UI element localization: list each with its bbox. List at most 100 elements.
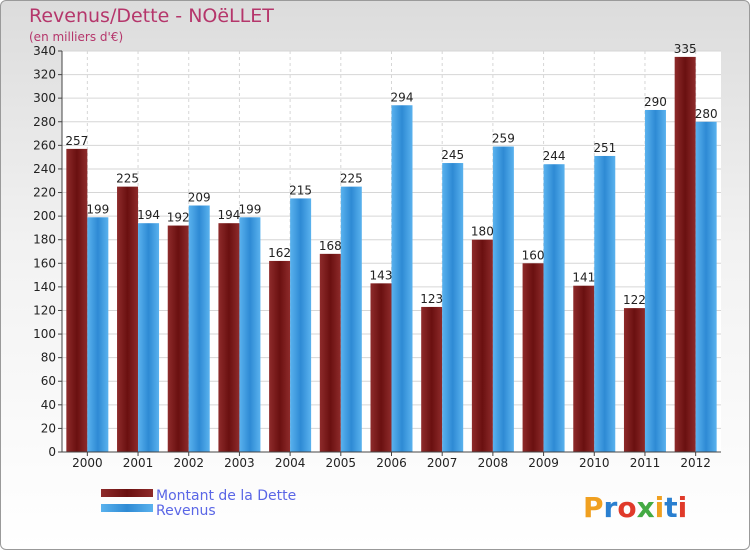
logo-letter: r <box>604 491 618 524</box>
data-label: 209 <box>188 191 211 205</box>
bar-debt <box>573 285 595 452</box>
data-label: 160 <box>522 248 545 262</box>
bar-revenus <box>188 205 210 452</box>
bar-debt <box>674 56 696 452</box>
bar-debt <box>319 253 341 452</box>
logo-letter: P <box>583 491 604 524</box>
x-tick-label: 2006 <box>376 456 407 470</box>
y-tick-label: 40 <box>41 398 56 412</box>
bar-revenus <box>239 217 261 452</box>
legend-label-debt: Montant de la Dette <box>156 488 296 504</box>
x-tick-label: 2011 <box>630 456 661 470</box>
y-tick-label: 340 <box>33 44 56 58</box>
data-label: 245 <box>441 148 464 162</box>
bars <box>66 56 717 453</box>
logo-letter: x <box>637 491 655 524</box>
chart-title: Revenus/Dette - NOëLLET <box>29 5 274 27</box>
x-tick-label: 2008 <box>478 456 509 470</box>
y-tick-label: 200 <box>33 209 56 223</box>
y-tick-label: 100 <box>33 327 56 341</box>
data-label: 143 <box>370 268 393 282</box>
axes: 0 20 40 60 80 100 120 140 160 180 200 220 240 260 280 3… <box>33 44 721 470</box>
proxiti-logo: Proxiti <box>583 491 687 524</box>
data-label: 244 <box>543 149 566 163</box>
legend-swatch-revenus <box>101 504 153 512</box>
bar-revenus <box>644 109 666 453</box>
y-tick-label: 80 <box>41 351 56 365</box>
bar-revenus <box>594 155 616 452</box>
x-tick-label: 2003 <box>224 456 255 470</box>
bar-revenus <box>138 223 160 452</box>
data-label: 294 <box>391 90 414 104</box>
y-tick-label: 180 <box>33 233 56 247</box>
y-tick-label: 0 <box>48 445 56 459</box>
x-tick-label: 2002 <box>173 456 204 470</box>
data-label: 123 <box>420 292 443 306</box>
x-tick-label: 2010 <box>579 456 610 470</box>
legend: Montant de la Dette Revenus <box>101 488 296 519</box>
logo-letter: i <box>678 491 688 524</box>
data-label: 194 <box>217 208 240 222</box>
y-tick-label: 140 <box>33 280 56 294</box>
data-label: 225 <box>116 172 139 186</box>
bar-revenus <box>391 105 413 453</box>
data-label: 225 <box>340 172 363 186</box>
bar-revenus <box>492 146 514 452</box>
data-label: 141 <box>572 271 595 285</box>
bar-debt <box>66 148 88 452</box>
bar-revenus <box>87 217 109 452</box>
logo-letter: i <box>655 491 665 524</box>
y-tick-label: 220 <box>33 186 56 200</box>
y-tick-label: 120 <box>33 303 56 317</box>
bar-revenus <box>543 164 565 453</box>
data-label: 199 <box>86 202 109 216</box>
data-label: 215 <box>289 183 312 197</box>
bar-revenus <box>340 186 362 452</box>
bar-debt <box>421 306 443 452</box>
bar-debt <box>269 260 291 452</box>
data-label: 168 <box>319 239 342 253</box>
y-tick-label: 280 <box>33 115 56 129</box>
value-labels: 257 225 192 194 162 168 143 123 180 160 141 122 335 1… <box>65 42 717 307</box>
y-tick-label: 160 <box>33 256 56 270</box>
data-label: 194 <box>137 208 160 222</box>
data-label: 162 <box>268 246 291 260</box>
x-tick-label: 2004 <box>275 456 306 470</box>
data-label: 280 <box>695 107 718 121</box>
y-tick-label: 300 <box>33 91 56 105</box>
bar-debt <box>117 186 139 452</box>
chart-subtitle: (en milliers d'€) <box>29 30 123 44</box>
logo-letter: t <box>664 491 677 524</box>
data-label: 180 <box>471 225 494 239</box>
y-tick-label: 320 <box>33 68 56 82</box>
bar-debt <box>167 225 189 452</box>
bar-debt <box>623 308 645 452</box>
x-tick-label: 2001 <box>123 456 154 470</box>
x-tick-label: 2000 <box>72 456 103 470</box>
x-tick-label: 2005 <box>326 456 357 470</box>
legend-swatch-debt <box>101 489 153 497</box>
data-label: 122 <box>623 293 646 307</box>
bar-debt <box>370 283 392 452</box>
bar-revenus <box>290 198 312 452</box>
y-tick-label: 240 <box>33 162 56 176</box>
bar-revenus <box>442 163 464 452</box>
data-label: 290 <box>644 95 667 109</box>
bar-debt <box>471 239 493 452</box>
logo-letter: o <box>617 491 636 524</box>
y-tick-label: 60 <box>41 374 56 388</box>
y-tick-label: 20 <box>41 421 56 435</box>
data-label: 192 <box>167 211 190 225</box>
x-tick-label: 2012 <box>680 456 711 470</box>
legend-label-revenus: Revenus <box>156 503 216 519</box>
bar-debt <box>218 223 240 452</box>
data-label: 199 <box>238 202 261 216</box>
x-tick-label: 2007 <box>427 456 458 470</box>
data-label: 251 <box>593 141 616 155</box>
bar-debt <box>522 263 544 452</box>
bar-revenus <box>695 121 717 452</box>
data-label: 259 <box>492 132 515 146</box>
data-label: 257 <box>65 134 88 148</box>
